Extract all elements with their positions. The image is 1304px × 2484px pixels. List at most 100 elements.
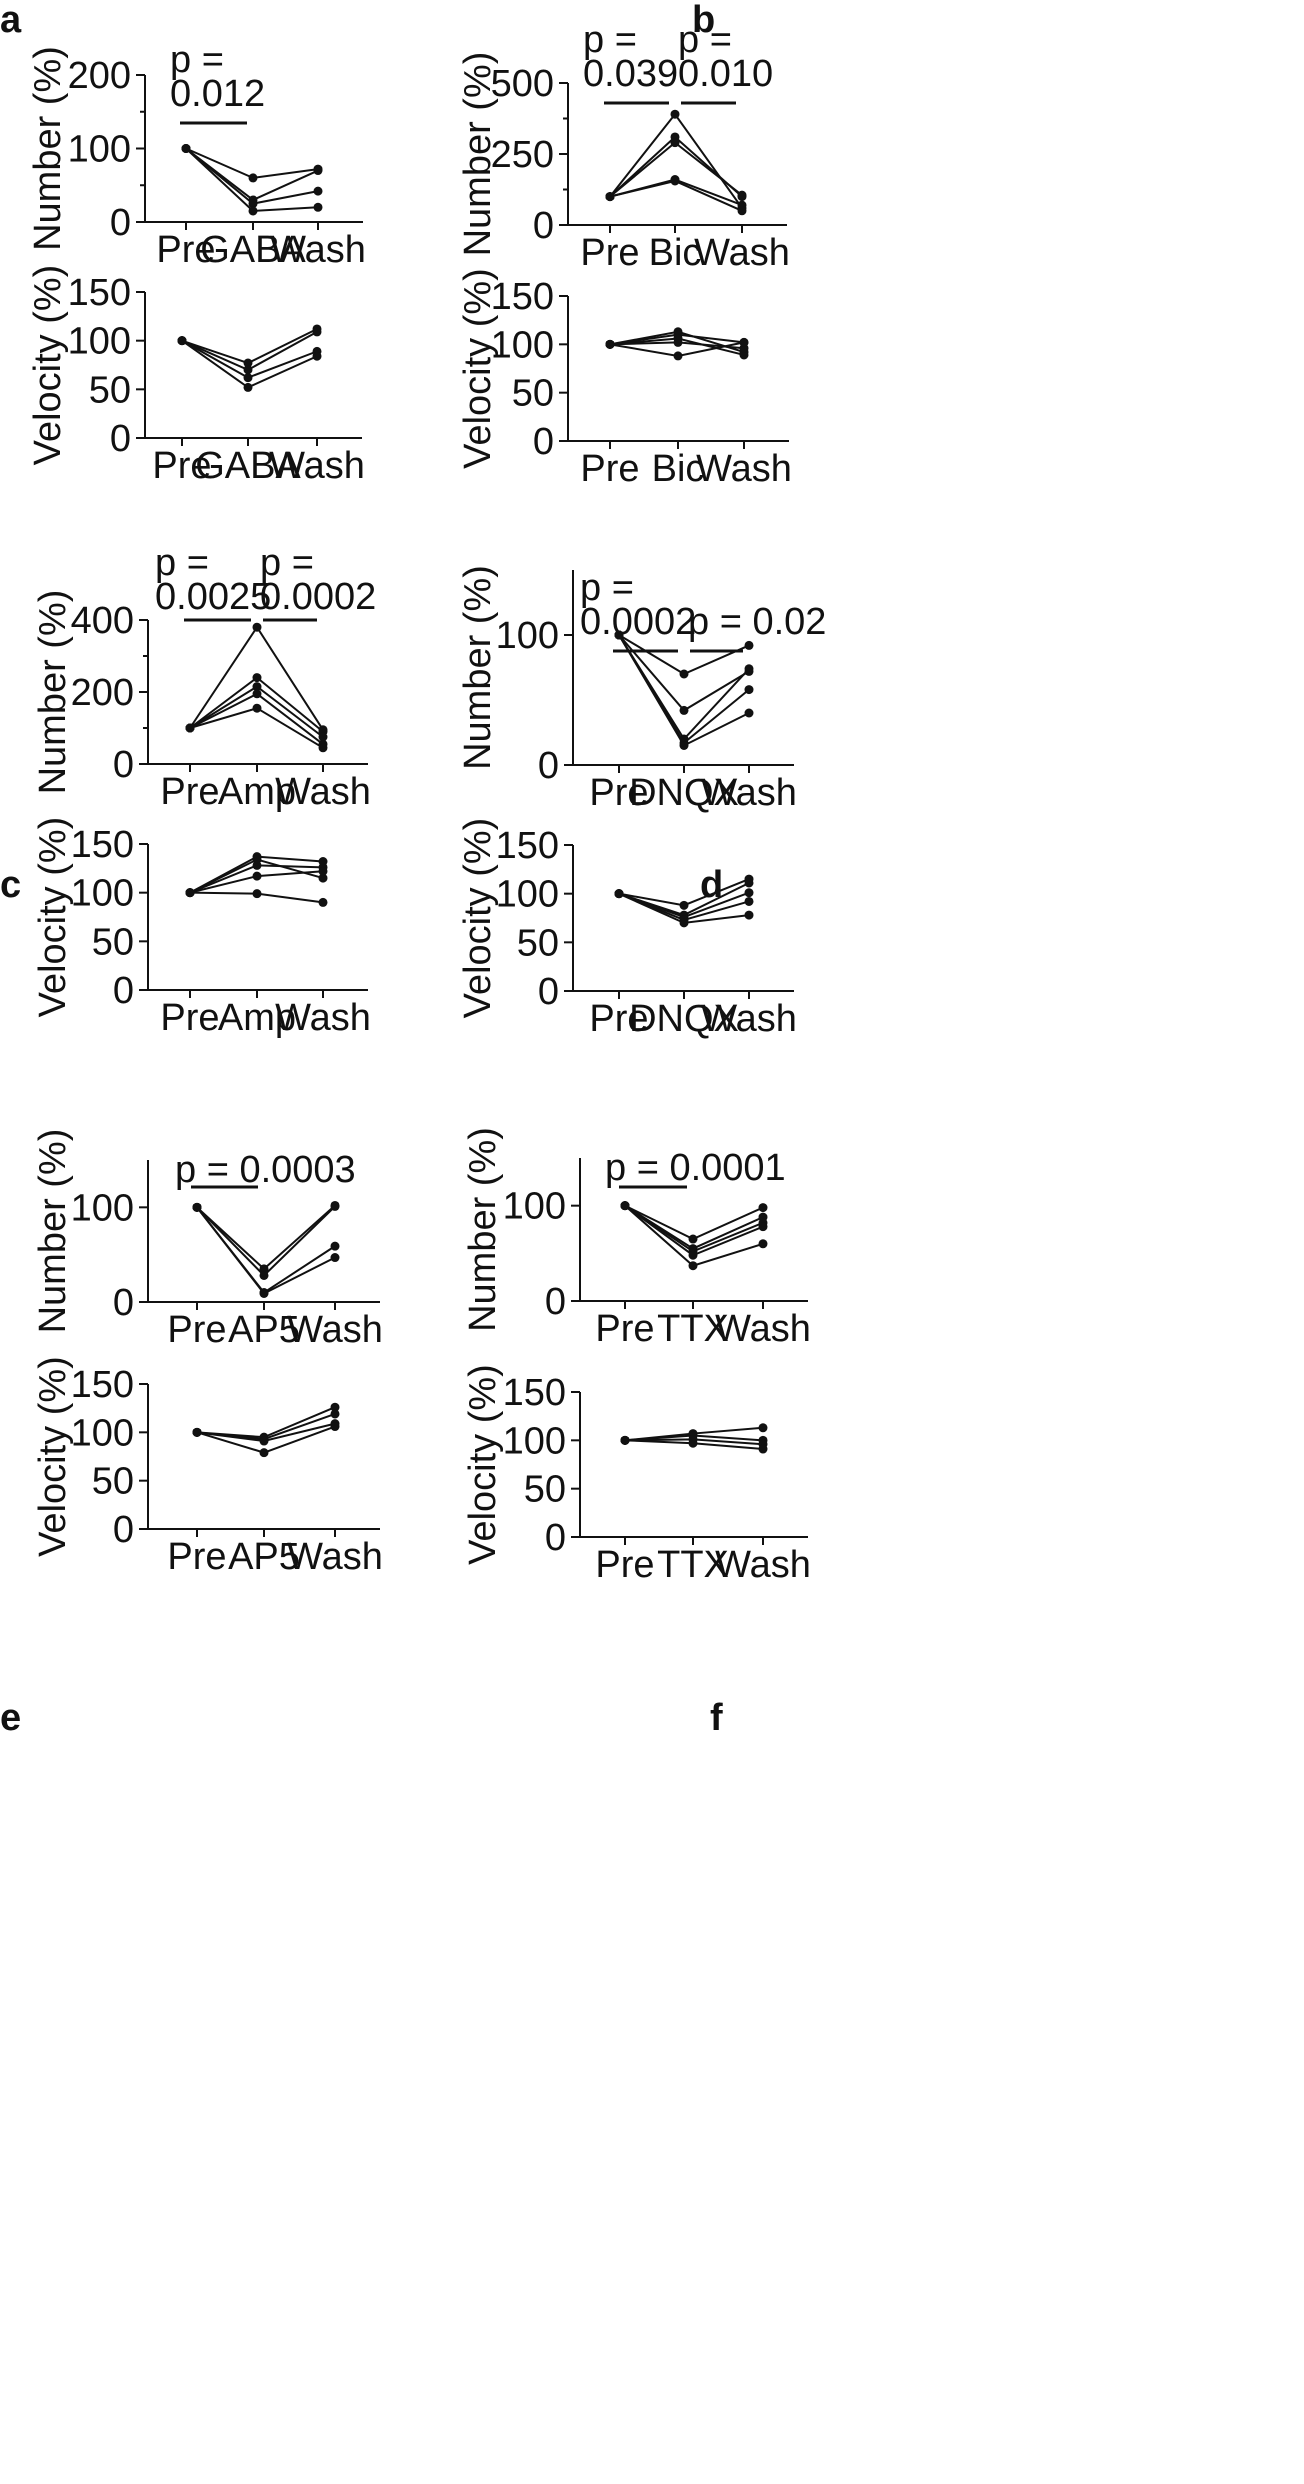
y-tick-label: 0 — [545, 1517, 566, 1559]
x-tick-label-pre: Pre — [152, 445, 211, 487]
x-tick-label-ap5: AP5 — [228, 1309, 300, 1351]
data-point-4-gaba — [248, 206, 258, 216]
y-tick-label: 200 — [68, 55, 131, 97]
x-tick-label-wash: Wash — [275, 771, 371, 813]
data-point-3-wash — [737, 190, 747, 200]
y-tick-label: 0 — [110, 202, 131, 244]
y-tick-label: 150 — [503, 1372, 566, 1414]
data-point-4-wash — [330, 1422, 340, 1432]
p-value-label-1: p = — [170, 39, 224, 81]
data-point-2-dnqx — [679, 705, 689, 715]
x-tick-label-pre: Pre — [160, 771, 219, 813]
data-point-4-pre — [192, 1202, 202, 1212]
x-tick-label-amp: Amp — [218, 997, 296, 1039]
y-tick-label: 100 — [68, 321, 131, 363]
x-tick-label-pre: Pre — [580, 232, 639, 274]
data-point-1-wash — [744, 640, 754, 650]
x-tick-label-wash: Wash — [715, 1544, 811, 1586]
p-value-label-2: p = 0.02 — [688, 601, 826, 643]
p-value-label-1: p = — [583, 19, 637, 61]
data-point-5-pre — [620, 1201, 630, 1211]
data-point-3-ap5 — [259, 1436, 269, 1446]
data-point-4-wash — [758, 1444, 768, 1454]
data-point-5-wash — [758, 1239, 768, 1249]
data-point-3-gaba — [243, 373, 253, 383]
series-line-1 — [609, 112, 743, 209]
y-tick-label: 100 — [496, 874, 559, 916]
data-point-4-wash — [758, 1222, 768, 1232]
x-tick-label-dnqx: DNQX — [629, 998, 739, 1040]
panel-label-d: d — [700, 864, 723, 906]
data-point-5-ttx — [688, 1261, 698, 1271]
series-line-3 — [196, 1206, 336, 1294]
y-tick-label: 150 — [491, 276, 554, 318]
x-tick-label-wash: Wash — [287, 1536, 383, 1578]
data-point-3-gaba — [248, 199, 258, 209]
data-point-2-wash — [330, 1409, 340, 1419]
data-point-5-wash — [318, 743, 328, 753]
data-point-1-wash — [758, 1203, 768, 1213]
p-value-number-1: 0.0002 — [580, 601, 696, 643]
data-point-5-bic — [670, 176, 680, 186]
x-tick-label-pre: Pre — [160, 997, 219, 1039]
data-point-2-wash — [330, 1201, 340, 1211]
x-tick-label-ttx: TTX — [657, 1308, 729, 1350]
data-point-5-wash — [318, 897, 328, 907]
data-point-3-wash — [330, 1241, 340, 1251]
y-tick-label: 0 — [545, 1281, 566, 1323]
data-point-2-gaba — [243, 365, 253, 375]
y-tick-label: 150 — [68, 272, 131, 314]
y-axis-label: Number (%) — [27, 46, 69, 251]
data-point-2-amp — [252, 673, 262, 683]
p-value-label-2: p = — [260, 542, 314, 584]
data-point-5-amp — [252, 889, 262, 899]
data-point-2-wash — [312, 327, 322, 337]
data-point-1-ttx — [688, 1234, 698, 1244]
y-tick-label: 0 — [113, 970, 134, 1012]
data-point-1-gaba — [243, 358, 253, 368]
x-tick-label-gaba: GABA — [200, 229, 306, 271]
y-tick-label: 100 — [68, 129, 131, 171]
y-tick-label: 0 — [113, 744, 134, 786]
data-point-1-amp — [252, 622, 262, 632]
data-point-4-wash — [330, 1253, 340, 1263]
data-point-4-ttx — [688, 1250, 698, 1260]
data-point-4-wash — [744, 896, 754, 906]
data-point-4-wash — [744, 685, 754, 695]
p-value-number-1: 0.012 — [170, 73, 265, 115]
p-value-label-1: p = — [155, 542, 209, 584]
x-tick-label-bic: Bic — [649, 232, 702, 274]
y-tick-label: 50 — [512, 373, 554, 415]
x-tick-label-bic: Bic — [652, 448, 705, 490]
y-tick-label: 100 — [491, 324, 554, 366]
y-tick-label: 0 — [113, 1282, 134, 1324]
y-axis-label: Velocity (%) — [462, 1364, 504, 1565]
data-point-4-wash — [313, 202, 323, 212]
data-point-4-pre — [181, 144, 191, 153]
data-point-5-amp — [252, 703, 262, 713]
data-point-3-wash — [318, 732, 328, 742]
y-tick-label: 100 — [503, 1186, 566, 1228]
x-tick-label-pre: Pre — [595, 1308, 654, 1350]
x-tick-label-dnqx: DNQX — [629, 772, 739, 814]
data-point-4-amp — [252, 689, 262, 699]
y-tick-label: 50 — [524, 1469, 566, 1511]
y-axis-label: Velocity (%) — [457, 268, 499, 469]
panel-label-b: b — [692, 0, 715, 41]
x-tick-label-wash: Wash — [715, 1308, 811, 1350]
x-tick-label-ap5: AP5 — [228, 1536, 300, 1578]
x-tick-label-wash: Wash — [287, 1309, 383, 1351]
panel-label-f: f — [710, 1697, 723, 1739]
data-point-1-wash — [758, 1423, 768, 1433]
y-tick-label: 0 — [113, 1509, 134, 1551]
data-point-2-wash — [744, 878, 754, 888]
panel-label-e: e — [0, 1697, 21, 1739]
y-axis-label: Number (%) — [457, 52, 499, 257]
series-line-1 — [181, 328, 318, 365]
